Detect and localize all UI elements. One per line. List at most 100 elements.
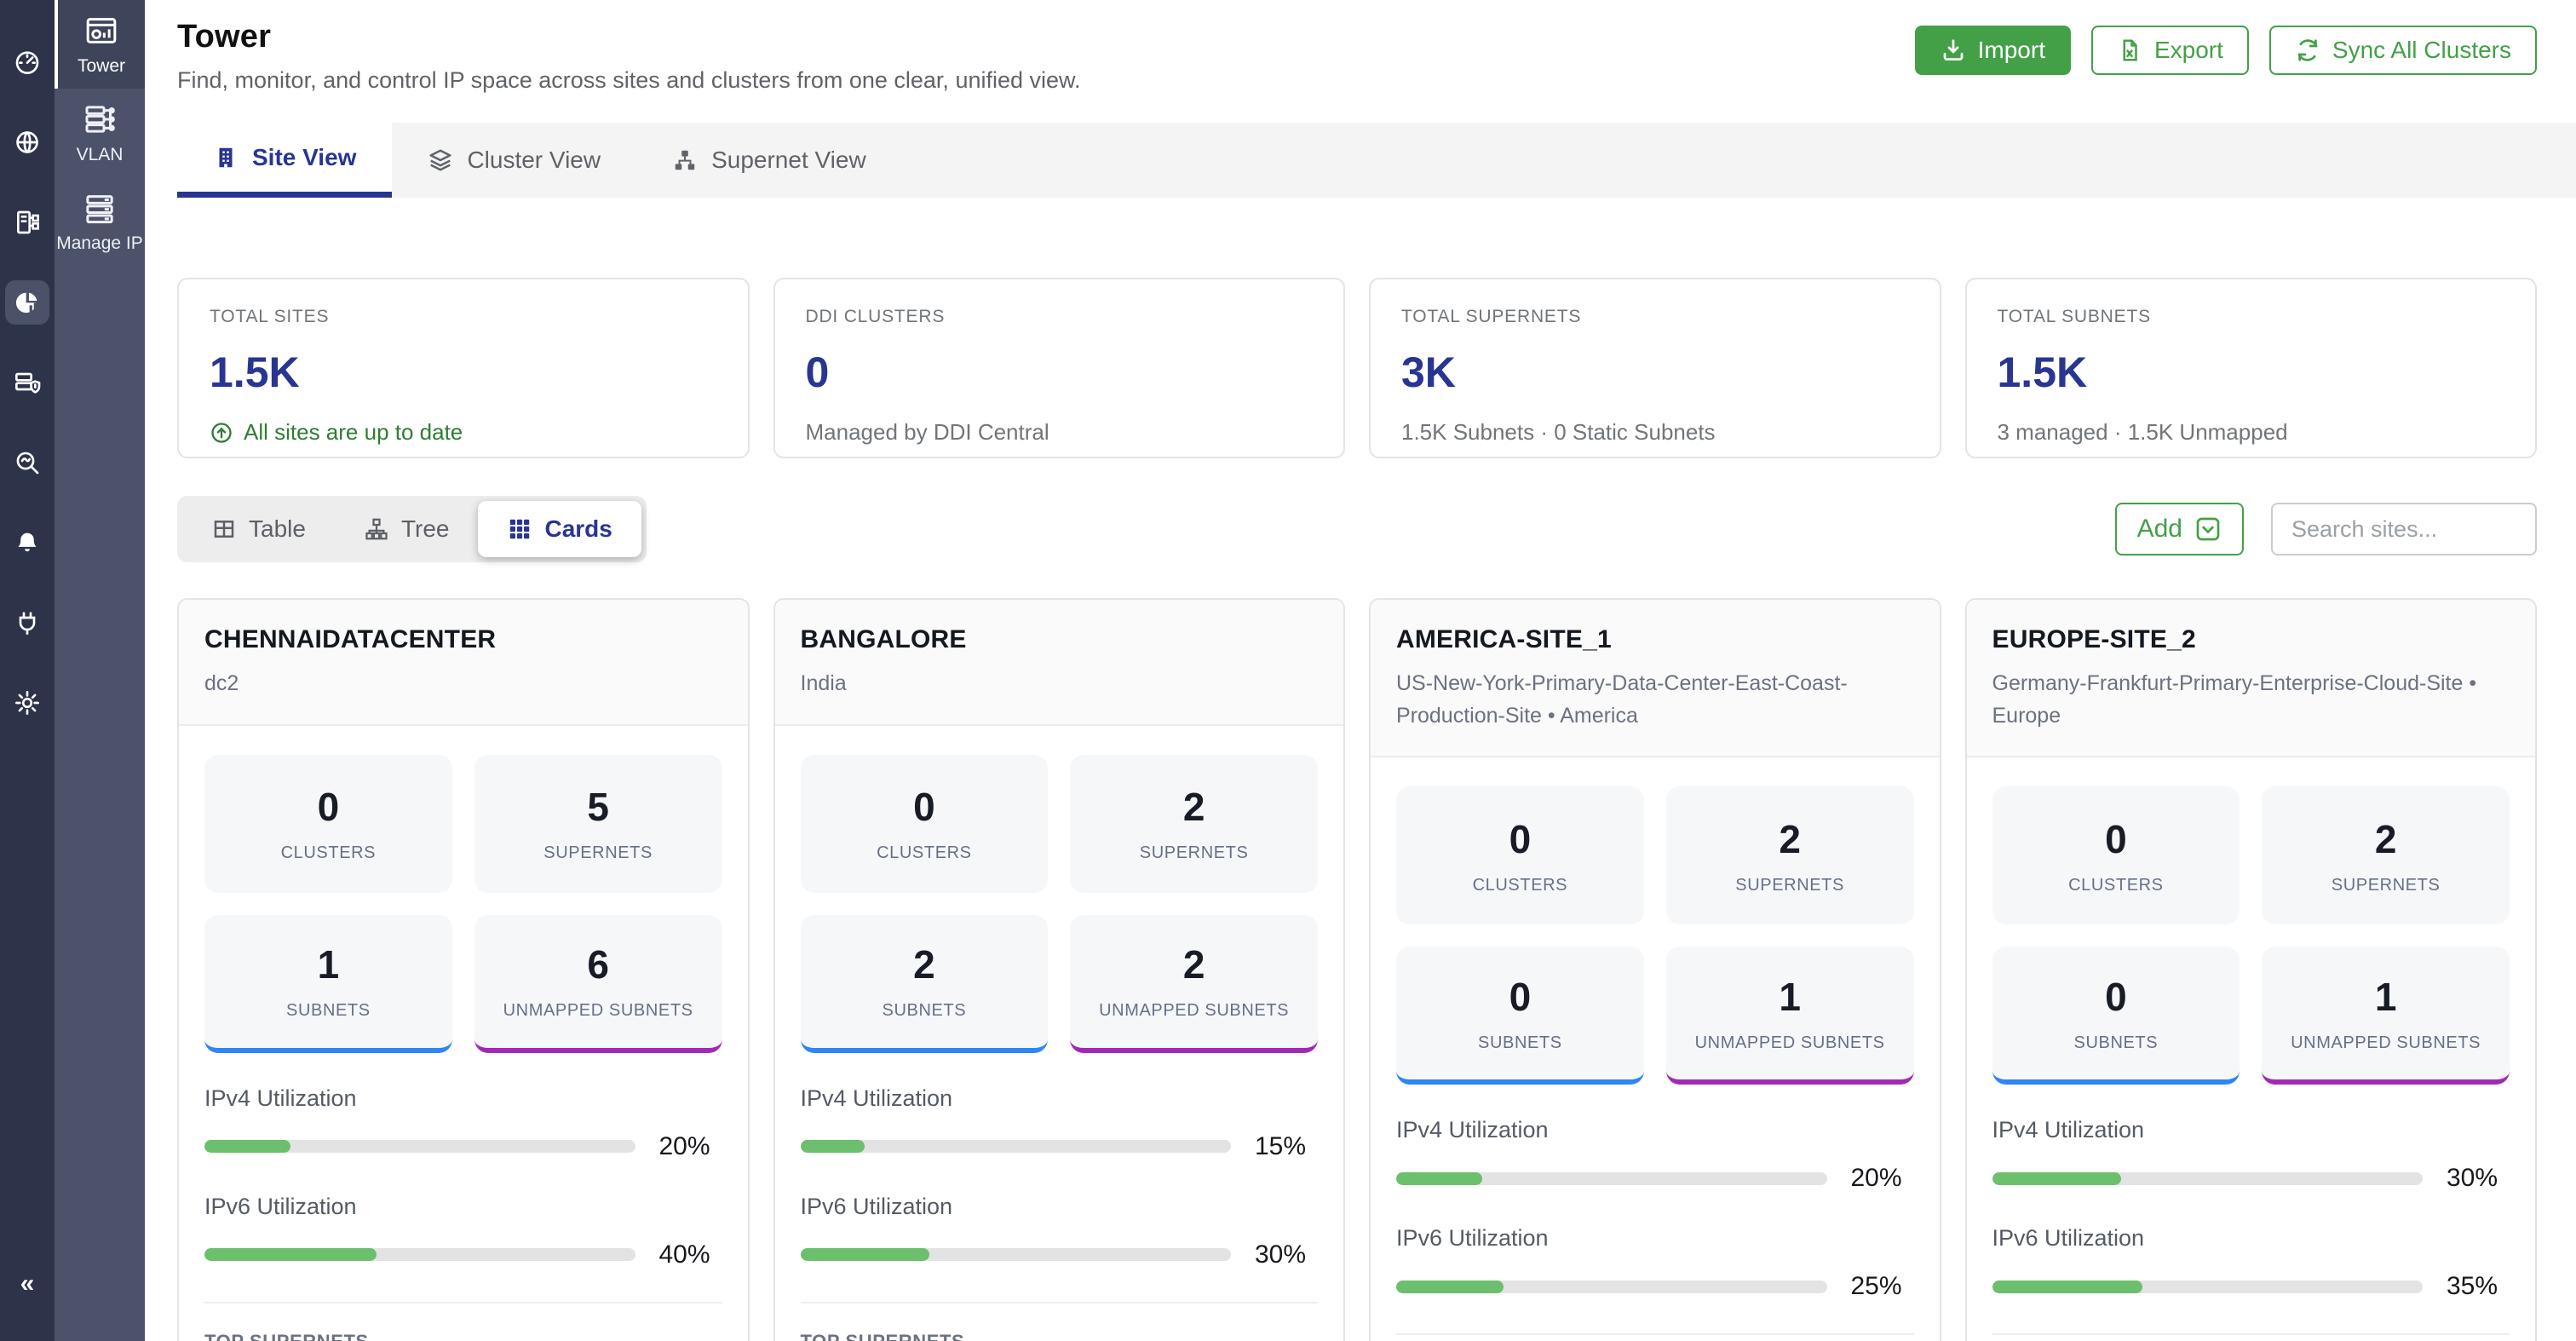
nav-item-manage-ip[interactable]: Manage IP <box>55 177 145 266</box>
cards-grid-icon <box>510 519 530 539</box>
tab-cluster-view[interactable]: Cluster View <box>392 123 636 198</box>
tab-supernet-view[interactable]: Supernet View <box>636 123 902 198</box>
progress-track <box>1396 1171 1827 1185</box>
progress-fill <box>204 1140 291 1153</box>
add-button[interactable]: Add <box>2114 503 2244 555</box>
top-supernets-heading: TOP SUPERNETS <box>204 1330 369 1341</box>
site-card-bangalore[interactable]: BANGALORE India 0 CLUSTERS 2 SUPERNETS 2 SU… <box>773 598 1345 1341</box>
building-icon <box>219 147 233 167</box>
stat-note: 3 managed · 1.5K Unmapped <box>1997 419 2288 445</box>
collapse-sidebar-button[interactable]: « <box>20 1269 35 1298</box>
progress-track <box>204 1248 635 1261</box>
progress-track <box>800 1248 1231 1261</box>
site-name: BANGALORE <box>800 625 967 653</box>
notifications-icon[interactable] <box>13 528 42 557</box>
top-supernets-heading: TOP SUPERNETS <box>800 1330 965 1341</box>
view-mode-tree[interactable]: Tree <box>335 501 479 557</box>
toolbar-right: Add <box>2114 503 2537 555</box>
sync-all-clusters-button[interactable]: Sync All Clusters <box>2268 26 2537 75</box>
site-cards: CHENNAIDATACENTER dc2 0 CLUSTERS 5 SUPERNE… <box>177 598 2537 1341</box>
stat-value: 1.5K <box>1997 348 2088 396</box>
view-mode-toggle: Table Tree Cards <box>177 496 647 562</box>
nav-item-vlan[interactable]: VLAN <box>55 89 145 177</box>
sync-icon <box>2297 39 2318 61</box>
supernets-tile: 2 SUPERNETS <box>1070 754 1318 893</box>
main-content: Tower Find, monitor, and control IP spac… <box>145 0 2576 1341</box>
ipv6-utilization: IPv6 Utilization 40% <box>204 1193 710 1269</box>
vlan-icon <box>85 106 115 133</box>
unmapped-subnets-tile: 6 UNMAPPED SUBNETS <box>474 914 722 1053</box>
site-stat-tiles: 0 CLUSTERS 2 SUPERNETS 0 SUBNETS 1 UNMAPPED … <box>1992 786 2510 1085</box>
progress-fill <box>1396 1171 1483 1185</box>
server-audit-icon[interactable] <box>13 368 42 397</box>
up-to-date-icon <box>211 422 232 443</box>
header-actions: Import Export Sync All Clusters <box>1914 19 2537 75</box>
progress-track <box>1396 1280 1827 1293</box>
total-supernets-card: TOTAL SUPERNETS 3K 1.5K Subnets · 0 Stat… <box>1369 278 1941 458</box>
search-audit-icon[interactable] <box>13 448 42 477</box>
divider <box>204 1301 722 1304</box>
tab-site-view[interactable]: Site View <box>177 123 393 198</box>
nav-item-label: Tower <box>77 56 126 76</box>
site-card-chennaidatacenter[interactable]: CHENNAIDATACENTER dc2 0 CLUSTERS 5 SUPERNE… <box>177 598 750 1341</box>
manage-ip-icon <box>86 195 113 224</box>
stat-label: DDI CLUSTERS <box>805 307 946 326</box>
search-sites-input[interactable] <box>2271 503 2537 555</box>
progress-fill <box>1396 1280 1504 1293</box>
import-button[interactable]: Import <box>1914 26 2071 75</box>
ipv4-utilization: IPv4 Utilization 20% <box>1396 1117 1902 1192</box>
divider <box>1992 1333 2510 1335</box>
site-card-body: 0 CLUSTERS 5 SUPERNETS 1 SUBNETS 6 UNMAPPED … <box>179 726 748 1341</box>
reports-icon[interactable] <box>5 280 49 325</box>
site-stat-tiles: 0 CLUSTERS 5 SUPERNETS 1 SUBNETS 6 UNMAPPED … <box>204 754 722 1053</box>
view-tabs: Site View Cluster View Supernet View <box>177 123 2576 198</box>
dashboard-icon[interactable] <box>13 48 42 77</box>
site-card-header: BANGALORE India <box>774 600 1343 726</box>
table-icon <box>214 521 234 538</box>
clusters-tile: 0 CLUSTERS <box>204 754 452 893</box>
supernets-tile: 2 SUPERNETS <box>1665 786 1914 924</box>
stat-label: TOTAL SITES <box>210 307 330 326</box>
progress-track <box>204 1140 635 1153</box>
site-card-header: EUROPE-SITE_2 Germany-Frankfurt-Primary-… <box>1966 600 2535 757</box>
nav-item-label: Manage IP <box>56 233 143 253</box>
total-sites-card: TOTAL SITES 1.5K All sites are up to dat… <box>177 278 750 458</box>
sites-toolbar: Table Tree Cards Add <box>177 496 2537 562</box>
view-mode-cards[interactable]: Cards <box>478 501 641 557</box>
clusters-tile: 0 CLUSTERS <box>1396 786 1644 924</box>
site-description: Germany-Frankfurt-Primary-Enterprise-Clo… <box>1992 671 2477 728</box>
nav-item-tower[interactable]: Tower <box>55 0 145 89</box>
site-name: CHENNAIDATACENTER <box>204 625 497 653</box>
site-card-america-site-1[interactable]: AMERICA-SITE_1 US-New-York-Primary-Data-… <box>1369 598 1941 1341</box>
integrations-icon[interactable] <box>13 608 42 637</box>
dns-icon[interactable] <box>13 128 42 157</box>
unmapped-subnets-tile: 1 UNMAPPED SUBNETS <box>2262 947 2510 1085</box>
settings-icon[interactable] <box>13 688 42 717</box>
export-button[interactable]: Export <box>2090 26 2249 75</box>
site-description: India <box>800 671 847 695</box>
stat-note: 1.5K Subnets · 0 Static Subnets <box>1401 419 1716 445</box>
divider <box>1396 1333 1914 1335</box>
view-mode-table[interactable]: Table <box>182 501 335 557</box>
topology-icon <box>675 150 695 170</box>
stat-note: All sites are up to date <box>210 419 717 446</box>
subnets-tile: 0 SUBNETS <box>1396 947 1644 1085</box>
subnets-tile: 0 SUBNETS <box>1992 947 2240 1085</box>
site-stat-tiles: 0 CLUSTERS 2 SUPERNETS 0 SUBNETS 1 UNMAPPED … <box>1396 786 1914 1085</box>
module-nav: Tower VLAN Manage IP <box>55 0 145 1341</box>
site-name: EUROPE-SITE_2 <box>1992 625 2196 653</box>
ip-plan-icon[interactable] <box>13 208 42 237</box>
stat-value: 1.5K <box>210 348 300 396</box>
export-file-icon <box>2123 39 2137 61</box>
page-subtitle: Find, monitor, and control IP space acro… <box>177 67 1081 93</box>
clusters-tile: 0 CLUSTERS <box>800 754 1049 893</box>
clusters-tile: 0 CLUSTERS <box>1992 786 2240 924</box>
divider <box>800 1301 1318 1304</box>
site-card-europe-site-2[interactable]: EUROPE-SITE_2 Germany-Frankfurt-Primary-… <box>1964 598 2537 1341</box>
progress-track <box>1992 1171 2423 1185</box>
progress-fill <box>800 1140 865 1153</box>
site-name: AMERICA-SITE_1 <box>1396 625 1612 653</box>
site-description: dc2 <box>204 671 239 695</box>
layers-icon <box>429 149 451 171</box>
